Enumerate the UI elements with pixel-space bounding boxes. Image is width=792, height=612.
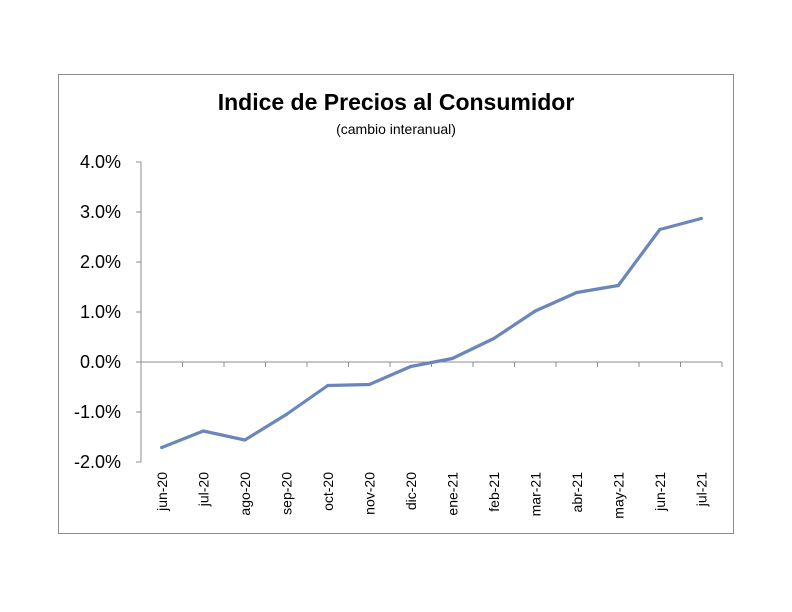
axes — [140, 162, 722, 462]
x-tick-label: may-21 — [610, 472, 626, 519]
data-point — [616, 283, 620, 288]
x-tick-label: feb-21 — [486, 472, 502, 512]
data-point — [492, 336, 496, 341]
data-point — [699, 216, 703, 221]
y-tick-label: 1.0% — [80, 302, 121, 322]
x-tick-label: jun-20 — [154, 472, 170, 512]
x-tick-label: mar-21 — [527, 472, 543, 517]
data-point — [450, 356, 454, 361]
data-point — [658, 227, 662, 232]
y-tick-label: 3.0% — [80, 202, 121, 222]
series-group — [160, 216, 703, 450]
data-point — [326, 383, 330, 388]
data-point — [284, 412, 288, 417]
x-tick-label: nov-20 — [361, 472, 377, 515]
x-tick-label: jun-21 — [652, 472, 668, 512]
y-axis-ticks: 4.0% 3.0% 2.0% 1.0% 0.0% -1.0% -2.0% — [74, 152, 141, 472]
x-tick-label: ago-20 — [237, 472, 253, 516]
y-tick-label: -2.0% — [74, 452, 121, 472]
data-point — [409, 364, 413, 369]
x-tick-label: abr-21 — [569, 472, 585, 513]
y-tick-label: 0.0% — [80, 352, 121, 372]
series-line — [160, 216, 703, 450]
data-point — [367, 382, 371, 387]
chart-area — [58, 74, 734, 534]
y-tick-label: -1.0% — [74, 402, 121, 422]
data-point — [243, 438, 247, 442]
x-tick-label: sep-20 — [278, 472, 294, 515]
data-point — [201, 429, 205, 433]
y-tick-label: 4.0% — [80, 152, 121, 172]
x-axis-ticks: jun-20 jul-20 ago-20 sep-20 oct-20 nov-20 dic-… — [140, 362, 723, 519]
x-tick-label: jul-21 — [693, 472, 709, 507]
chart-title: Indice de Precios al Consumidor — [218, 89, 575, 115]
data-point — [160, 445, 164, 450]
x-tick-label: dic-20 — [403, 472, 419, 510]
x-tick-label: oct-20 — [320, 472, 336, 511]
chart-subtitle: (cambio interanual) — [336, 121, 456, 137]
data-point — [575, 290, 579, 295]
x-tick-label: jul-20 — [195, 472, 211, 507]
data-point — [533, 309, 537, 313]
y-tick-label: 2.0% — [80, 252, 121, 272]
x-tick-label: ene-21 — [444, 472, 460, 516]
